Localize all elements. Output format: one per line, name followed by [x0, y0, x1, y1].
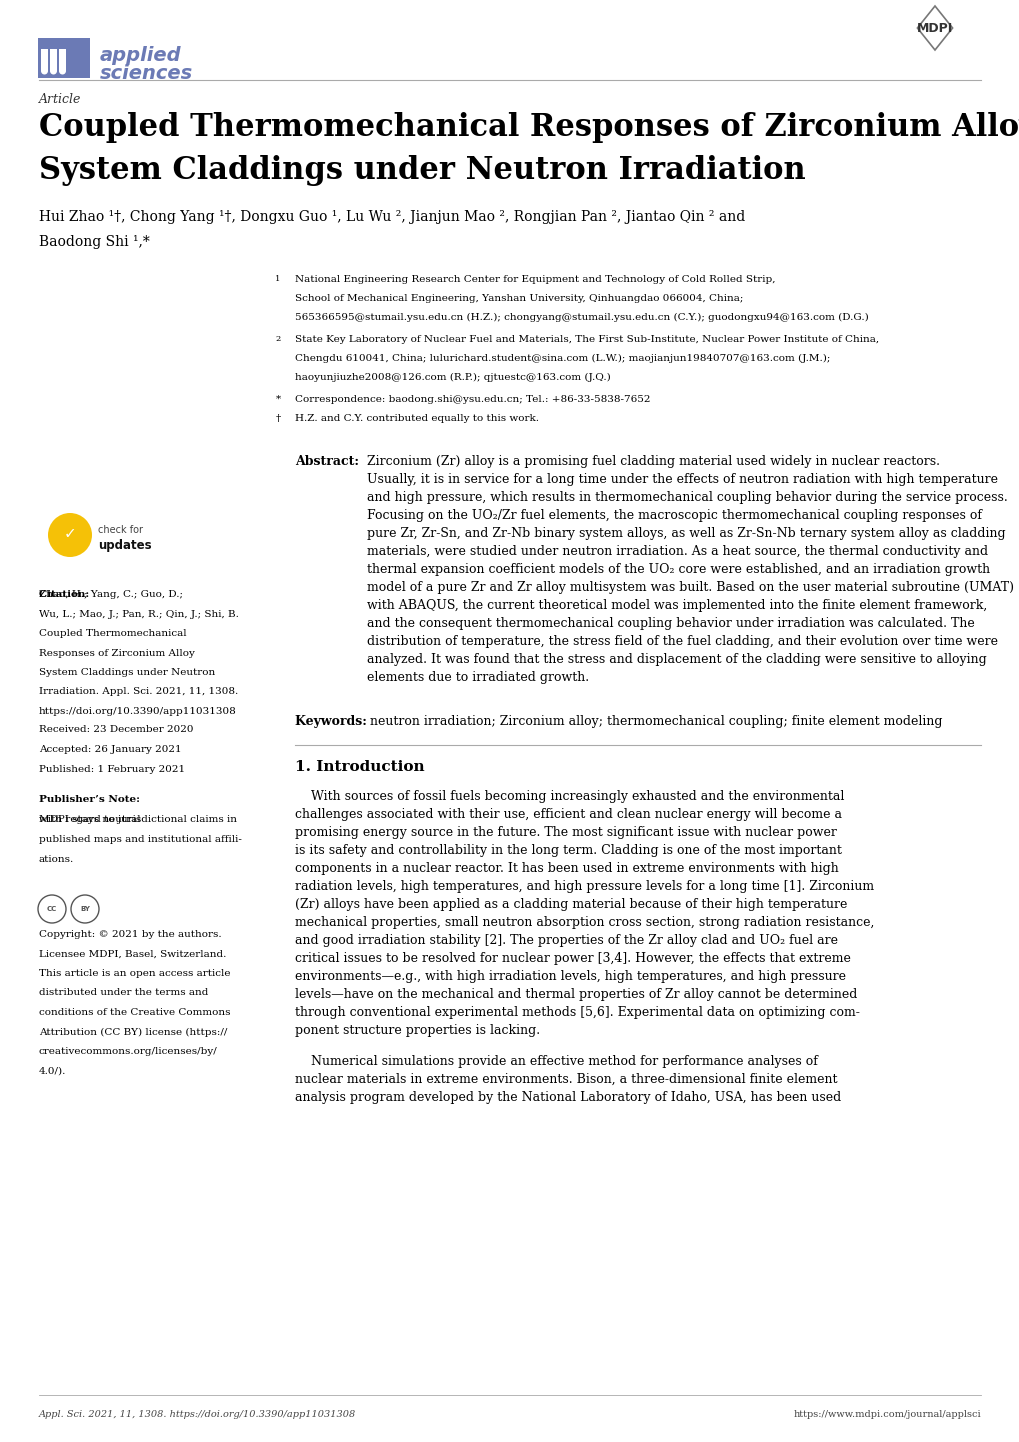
Text: applied: applied — [100, 46, 181, 65]
Text: Licensee MDPI, Basel, Switzerland.: Licensee MDPI, Basel, Switzerland. — [39, 949, 226, 959]
Text: https://www.mdpi.com/journal/applsci: https://www.mdpi.com/journal/applsci — [793, 1410, 980, 1419]
Text: https://doi.org/10.3390/app11031308: https://doi.org/10.3390/app11031308 — [39, 707, 236, 717]
Text: Baodong Shi ¹,*: Baodong Shi ¹,* — [39, 235, 150, 249]
Text: haoyunjiuzhe2008@126.com (R.P.); qjtuestc@163.com (J.Q.): haoyunjiuzhe2008@126.com (R.P.); qjtuest… — [296, 373, 610, 382]
Text: Numerical simulations provide an effective method for performance analyses of
nu: Numerical simulations provide an effecti… — [296, 1056, 841, 1105]
Text: neutron irradiation; Zirconium alloy; thermomechanical coupling; finite element : neutron irradiation; Zirconium alloy; th… — [370, 715, 942, 728]
Text: Coupled Thermomechanical: Coupled Thermomechanical — [39, 629, 186, 637]
Text: check for: check for — [98, 525, 143, 535]
Text: Irradiation. Appl. Sci. 2021, 11, 1308.: Irradiation. Appl. Sci. 2021, 11, 1308. — [39, 688, 237, 696]
Text: National Engineering Research Center for Equipment and Technology of Cold Rolled: National Engineering Research Center for… — [296, 275, 775, 284]
Text: Zirconium (Zr) alloy is a promising fuel cladding material used widely in nuclea: Zirconium (Zr) alloy is a promising fuel… — [367, 456, 1014, 684]
Bar — [50, 49, 57, 71]
Circle shape — [59, 68, 66, 75]
Text: updates: updates — [98, 539, 152, 552]
Text: ations.: ations. — [39, 855, 74, 864]
Text: conditions of the Creative Commons: conditions of the Creative Commons — [39, 1008, 230, 1017]
Text: 1: 1 — [275, 275, 280, 283]
Circle shape — [48, 513, 92, 557]
Text: 4.0/).: 4.0/). — [39, 1067, 66, 1076]
Text: School of Mechanical Engineering, Yanshan University, Qinhuangdao 066004, China;: School of Mechanical Engineering, Yansha… — [296, 294, 743, 303]
Text: System Claddings under Neutron: System Claddings under Neutron — [39, 668, 215, 676]
Text: Accepted: 26 January 2021: Accepted: 26 January 2021 — [39, 746, 181, 754]
Text: published maps and institutional affili-: published maps and institutional affili- — [39, 835, 242, 844]
Text: Correspondence: baodong.shi@ysu.edu.cn; Tel.: +86-33-5838-7652: Correspondence: baodong.shi@ysu.edu.cn; … — [296, 395, 650, 404]
Text: MDPI: MDPI — [916, 22, 952, 35]
Text: †: † — [275, 414, 280, 423]
Text: This article is an open access article: This article is an open access article — [39, 969, 230, 978]
Text: State Key Laboratory of Nuclear Fuel and Materials, The First Sub-Institute, Nuc: State Key Laboratory of Nuclear Fuel and… — [296, 335, 878, 345]
Bar — [38, 37, 90, 78]
Text: CC: CC — [47, 906, 57, 911]
Text: 2: 2 — [275, 335, 280, 343]
Bar — [41, 49, 48, 71]
Text: Copyright: © 2021 by the authors.: Copyright: © 2021 by the authors. — [39, 930, 221, 939]
Text: distributed under the terms and: distributed under the terms and — [39, 989, 208, 998]
Text: creativecommons.org/licenses/by/: creativecommons.org/licenses/by/ — [39, 1047, 217, 1056]
Text: MDPI stays neutral: MDPI stays neutral — [39, 815, 141, 823]
Text: *: * — [275, 395, 280, 404]
Text: H.Z. and C.Y. contributed equally to this work.: H.Z. and C.Y. contributed equally to thi… — [296, 414, 539, 423]
Text: Keywords:: Keywords: — [296, 715, 371, 728]
Text: Publisher’s Note:: Publisher’s Note: — [39, 795, 140, 805]
Text: Zhao, H.; Yang, C.; Guo, D.;: Zhao, H.; Yang, C.; Guo, D.; — [39, 590, 182, 598]
Circle shape — [50, 68, 57, 75]
Text: BY: BY — [79, 906, 90, 911]
Text: Attribution (CC BY) license (https://: Attribution (CC BY) license (https:// — [39, 1028, 227, 1037]
Bar — [59, 49, 66, 71]
Text: Wu, L.; Mao, J.; Pan, R.; Qin, J.; Shi, B.: Wu, L.; Mao, J.; Pan, R.; Qin, J.; Shi, … — [39, 610, 238, 619]
Text: Article: Article — [39, 92, 82, 107]
Circle shape — [41, 68, 48, 75]
Text: Responses of Zirconium Alloy: Responses of Zirconium Alloy — [39, 649, 195, 658]
Text: Received: 23 December 2020: Received: 23 December 2020 — [39, 725, 193, 734]
Text: Hui Zhao ¹†, Chong Yang ¹†, Dongxu Guo ¹, Lu Wu ², Jianjun Mao ², Rongjian Pan ²: Hui Zhao ¹†, Chong Yang ¹†, Dongxu Guo ¹… — [39, 211, 744, 224]
Text: System Claddings under Neutron Irradiation: System Claddings under Neutron Irradiati… — [39, 154, 805, 186]
Text: 1. Introduction: 1. Introduction — [296, 760, 425, 774]
Text: Published: 1 February 2021: Published: 1 February 2021 — [39, 766, 184, 774]
Text: Abstract:: Abstract: — [296, 456, 364, 469]
Text: Appl. Sci. 2021, 11, 1308. https://doi.org/10.3390/app11031308: Appl. Sci. 2021, 11, 1308. https://doi.o… — [39, 1410, 356, 1419]
Text: ✓: ✓ — [63, 526, 76, 542]
Text: sciences: sciences — [100, 63, 193, 84]
Text: With sources of fossil fuels becoming increasingly exhausted and the environment: With sources of fossil fuels becoming in… — [296, 790, 874, 1037]
Text: Citation:: Citation: — [39, 590, 96, 598]
Text: Coupled Thermomechanical Responses of Zirconium Alloy: Coupled Thermomechanical Responses of Zi… — [39, 112, 1019, 143]
Text: 565366595@stumail.ysu.edu.cn (H.Z.); chongyang@stumail.ysu.edu.cn (C.Y.); guodon: 565366595@stumail.ysu.edu.cn (H.Z.); cho… — [296, 313, 868, 322]
Text: Chengdu 610041, China; lulurichard.student@sina.com (L.W.); maojianjun19840707@1: Chengdu 610041, China; lulurichard.stude… — [296, 353, 829, 363]
Text: with regard to jurisdictional claims in: with regard to jurisdictional claims in — [39, 815, 236, 823]
